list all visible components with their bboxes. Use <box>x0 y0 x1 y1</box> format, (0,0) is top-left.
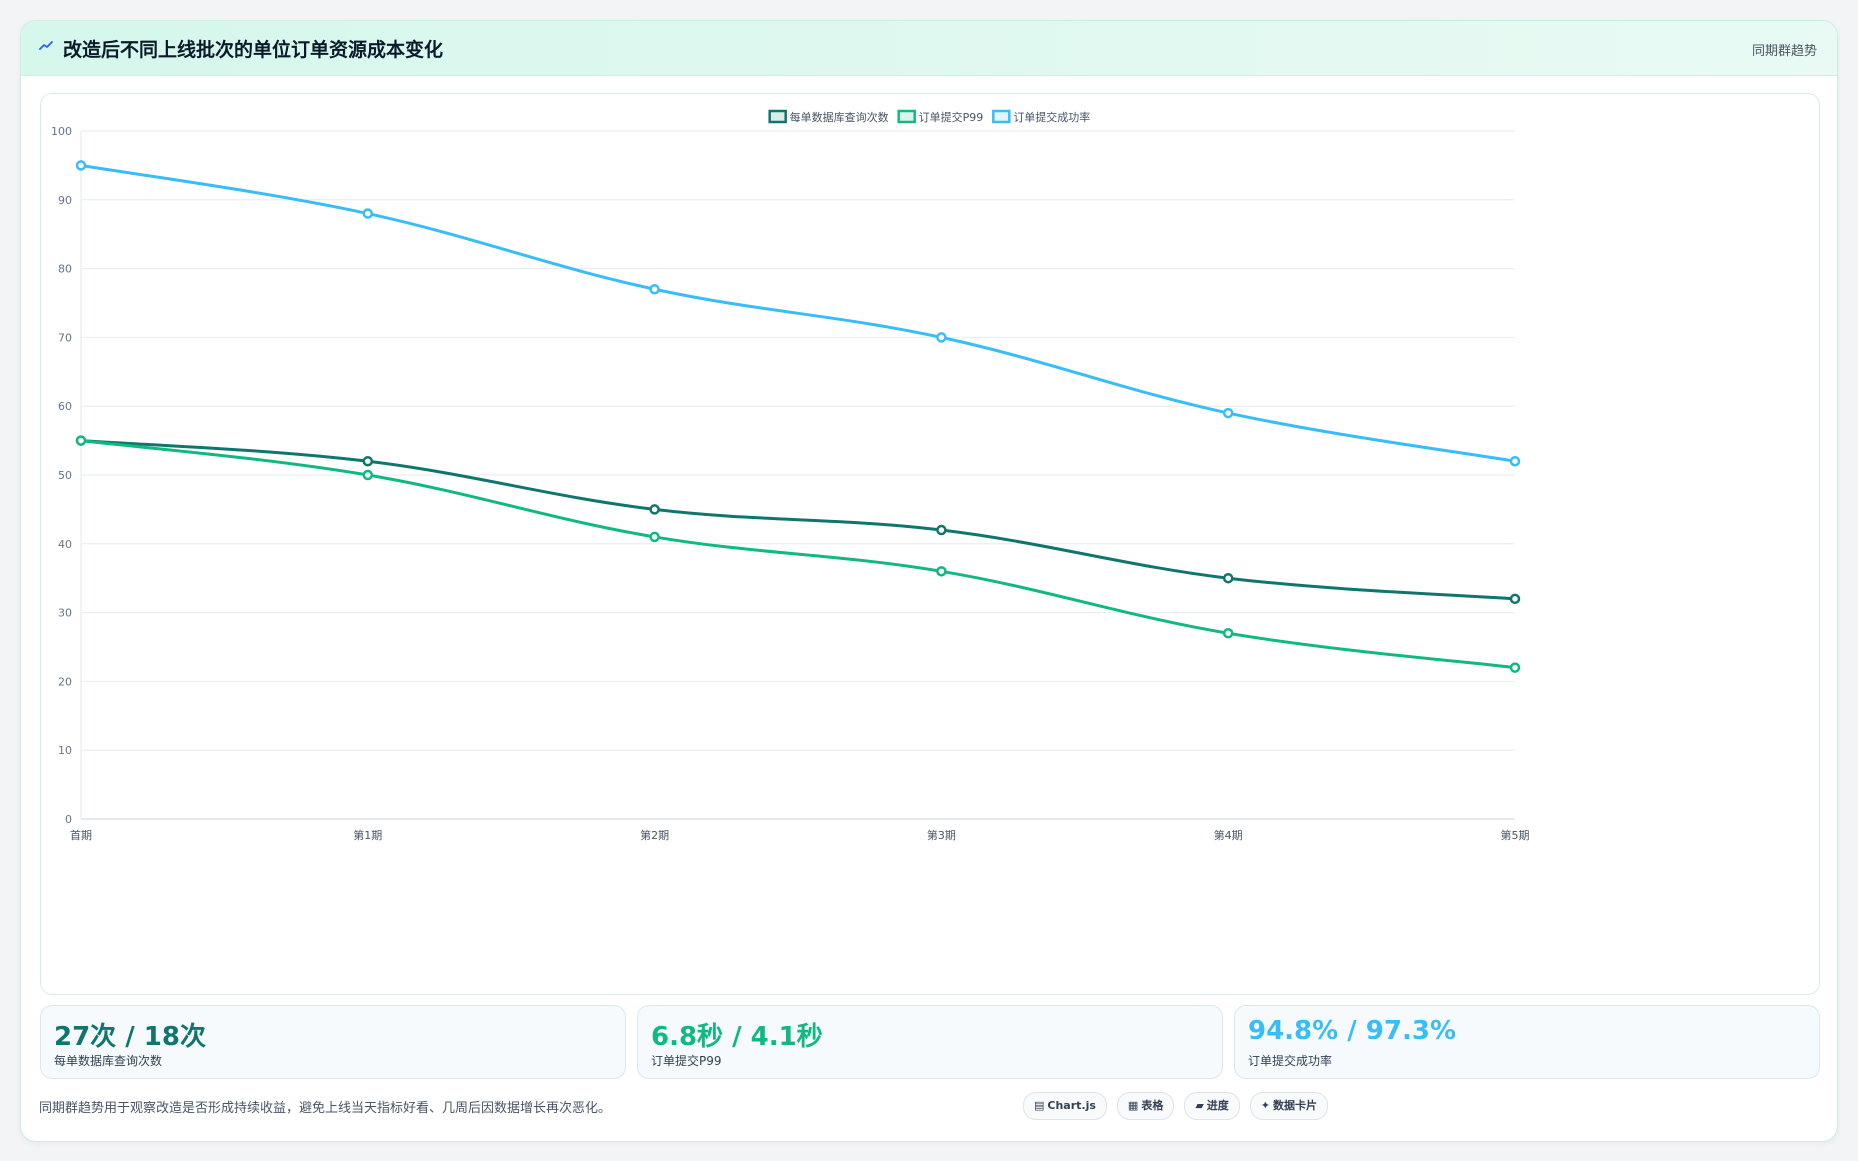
y-tick-label: 30 <box>58 607 72 620</box>
y-tick-label: 80 <box>58 263 72 276</box>
pill-label: 进度 <box>1206 1099 1229 1112</box>
pill-label: 数据卡片 <box>1273 1099 1318 1112</box>
pill-chartjs[interactable]: ▤ Chart.js <box>1023 1092 1107 1120</box>
data-point[interactable] <box>936 566 947 577</box>
x-tick-label: 第5期 <box>1501 828 1530 842</box>
y-tick-label: 40 <box>58 538 72 551</box>
data-point[interactable] <box>1222 407 1234 419</box>
data-point[interactable] <box>649 283 660 295</box>
data-point[interactable] <box>1222 572 1234 584</box>
data-point[interactable] <box>362 469 374 481</box>
series-line <box>80 163 1516 463</box>
y-tick-label: 20 <box>58 675 72 688</box>
legend-item[interactable]: 每单数据库查询次数 <box>768 109 889 124</box>
chart-panel: 0 10 20 30 40 50 60 70 80 90 100 首期 第1期 第2期 第3期 第4期 第5期… <box>40 93 1820 995</box>
y-tick-label: 90 <box>58 194 72 207</box>
legend-item[interactable]: 订单提交P99 <box>897 109 984 124</box>
cohort-trend-tag: 同期群趋势 <box>1751 44 1817 59</box>
series-lines <box>75 160 1521 673</box>
y-tick-label: 10 <box>58 744 72 757</box>
data-point[interactable] <box>75 435 87 446</box>
pill-label: 表格 <box>1141 1099 1164 1112</box>
y-tick-label: 100 <box>51 125 72 138</box>
stat-value: 94.8% / 97.3% <box>1248 1016 1456 1046</box>
series-line <box>80 439 1516 601</box>
line-chart: 0 10 20 30 40 50 60 70 80 90 100 首期 第1期 第2期 第3期 第4期 第5期… <box>51 109 1530 842</box>
data-point[interactable] <box>649 531 660 543</box>
x-tick-label: 第1期 <box>353 828 382 842</box>
data-point[interactable] <box>936 332 947 343</box>
stat-label: 订单提交成功率 <box>1248 1054 1333 1068</box>
progress-icon: ▰ <box>1195 1099 1204 1112</box>
legend: 每单数据库查询次数 订单提交P99 订单提交成功率 <box>768 109 1090 124</box>
pill-table[interactable]: ▦ 表格 <box>1116 1092 1175 1120</box>
data-point[interactable] <box>1222 627 1234 639</box>
x-axis-ticks: 首期 第1期 第2期 第3期 第4期 第5期 <box>70 828 1530 842</box>
chart-title: 改造后不同上线批次的单位订单资源成本变化 <box>63 39 444 61</box>
stat-card-db-queries: 27次 / 18次 每单数据库查询次数 <box>40 1005 626 1079</box>
x-tick-label: 第4期 <box>1214 828 1243 842</box>
stat-value: 6.8秒 / 4.1秒 <box>651 1022 823 1052</box>
y-tick-label: 50 <box>58 469 72 482</box>
chartjs-icon: ▤ <box>1034 1099 1045 1112</box>
legend-label: 订单提交成功率 <box>1013 110 1090 124</box>
pill-progress[interactable]: ▰ 进度 <box>1184 1092 1240 1120</box>
x-tick-label: 第2期 <box>640 828 669 842</box>
series-line <box>80 439 1516 670</box>
legend-swatch <box>768 109 787 124</box>
card-header: 改造后不同上线批次的单位订单资源成本变化 同期群趋势 <box>21 21 1837 76</box>
data-card-icon: ✦ <box>1260 1099 1271 1112</box>
footnote: 同期群趋势用于观察改造是否形成持续收益，避免上线当天指标好看、几周后因数据增长再… <box>39 1101 612 1116</box>
x-tick-label: 第3期 <box>927 828 956 842</box>
legend-label: 订单提交P99 <box>919 110 984 124</box>
data-point[interactable] <box>936 524 947 536</box>
pill-data-card[interactable]: ✦ 数据卡片 <box>1249 1092 1329 1120</box>
data-point[interactable] <box>649 504 660 515</box>
legend-item[interactable]: 订单提交成功率 <box>992 109 1090 124</box>
data-point[interactable] <box>362 208 374 219</box>
x-tick-label: 首期 <box>70 828 92 842</box>
data-point[interactable] <box>1509 455 1521 467</box>
tech-pills: ▤ Chart.js ▦ 表格 ▰ 进度 ✦ 数据卡片 <box>1023 1092 1329 1120</box>
stat-value: 27次 / 18次 <box>54 1022 206 1052</box>
y-axis-ticks: 0 10 20 30 40 50 60 70 80 90 100 <box>51 125 72 826</box>
data-point[interactable] <box>1509 593 1521 605</box>
data-point[interactable] <box>75 160 87 171</box>
y-tick-label: 0 <box>65 813 72 826</box>
stat-label: 每单数据库查询次数 <box>54 1054 163 1068</box>
stat-card-submit-p99: 6.8秒 / 4.1秒 订单提交P99 <box>637 1005 1223 1079</box>
data-point[interactable] <box>362 455 374 467</box>
pill-label: Chart.js <box>1047 1099 1096 1112</box>
stat-label: 订单提交P99 <box>651 1054 722 1068</box>
data-point[interactable] <box>1509 662 1521 673</box>
y-tick-label: 70 <box>58 331 72 344</box>
trend-line-icon <box>39 41 53 50</box>
stat-card-success-rate: 94.8% / 97.3% 订单提交成功率 <box>1234 1005 1820 1079</box>
chart-card: 改造后不同上线批次的单位订单资源成本变化 同期群趋势 0 10 20 30 40 50 60… <box>20 20 1838 1142</box>
y-tick-label: 60 <box>58 400 72 413</box>
legend-swatch <box>897 109 916 124</box>
table-icon: ▦ <box>1127 1099 1139 1112</box>
grid-lines <box>80 130 1515 820</box>
legend-swatch <box>992 109 1011 124</box>
legend-label: 每单数据库查询次数 <box>790 110 889 124</box>
